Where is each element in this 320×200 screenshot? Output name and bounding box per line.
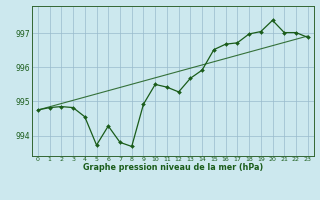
X-axis label: Graphe pression niveau de la mer (hPa): Graphe pression niveau de la mer (hPa)	[83, 163, 263, 172]
